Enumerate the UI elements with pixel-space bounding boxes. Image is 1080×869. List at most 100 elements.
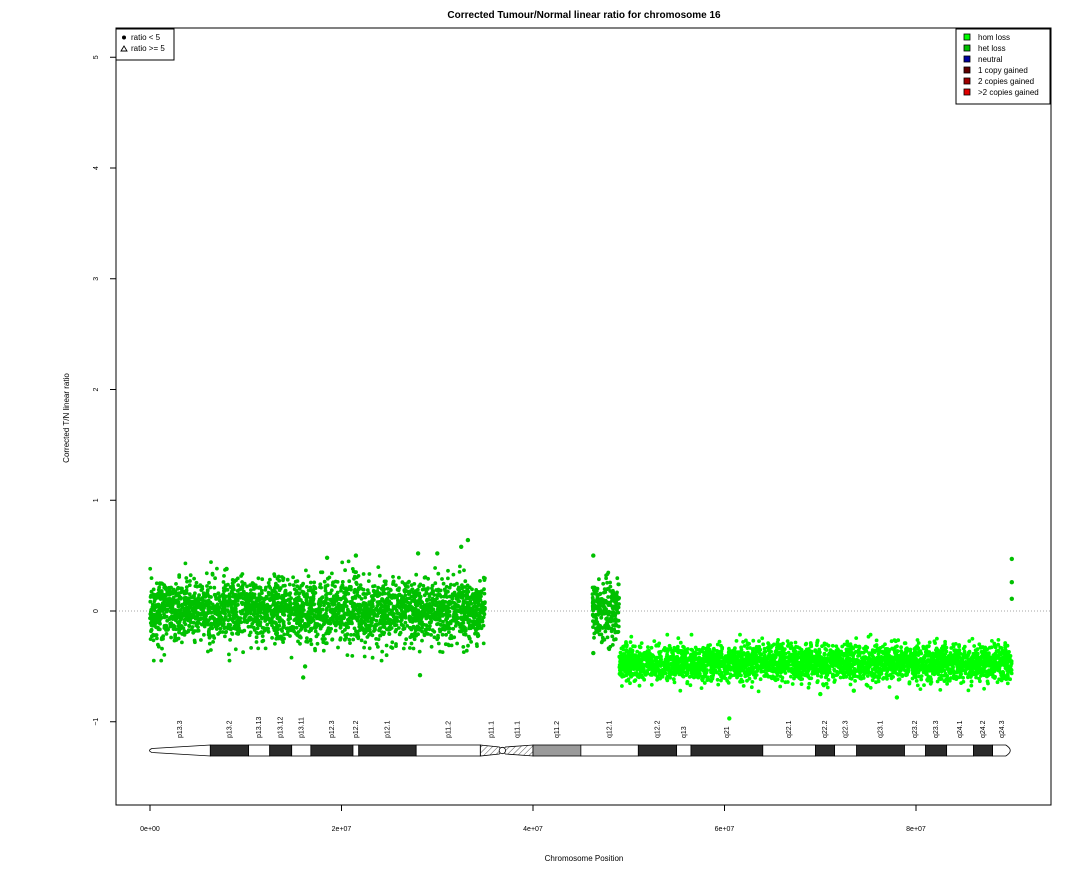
data-point <box>157 603 161 607</box>
data-point <box>310 642 314 646</box>
data-point <box>148 616 152 620</box>
data-point <box>352 602 356 606</box>
data-point <box>307 574 311 578</box>
data-point <box>440 608 444 612</box>
data-point <box>259 596 263 600</box>
data-point <box>397 588 401 592</box>
data-point <box>423 610 427 614</box>
data-point <box>372 618 376 622</box>
data-point <box>339 626 343 630</box>
data-point <box>468 613 472 617</box>
data-point <box>428 624 432 628</box>
data-point <box>1006 682 1010 686</box>
data-point <box>297 618 301 622</box>
data-point <box>600 633 604 637</box>
data-point <box>273 642 277 646</box>
data-point <box>277 575 281 579</box>
ideogram-band-label: p13.3 <box>177 720 184 738</box>
data-point <box>152 659 156 663</box>
data-point <box>601 604 605 608</box>
data-point <box>157 586 161 590</box>
data-point <box>245 602 249 606</box>
data-point <box>444 633 448 637</box>
data-point <box>600 597 604 601</box>
data-point <box>416 608 420 612</box>
data-point <box>776 638 780 642</box>
data-point <box>343 568 347 572</box>
data-point <box>208 595 212 599</box>
data-point <box>468 586 472 590</box>
data-point <box>794 641 798 645</box>
data-point <box>185 580 189 584</box>
data-point <box>420 622 424 626</box>
data-point <box>331 583 335 587</box>
data-point <box>267 581 271 585</box>
data-point <box>231 632 235 636</box>
data-point <box>236 599 240 603</box>
data-point <box>376 600 380 604</box>
data-point <box>482 611 486 615</box>
data-point <box>450 619 454 623</box>
data-point <box>450 606 454 610</box>
data-point <box>177 573 181 577</box>
plot-frame <box>116 28 1051 805</box>
data-point <box>318 614 322 618</box>
data-point <box>601 610 605 614</box>
data-point <box>421 588 425 592</box>
data-point <box>247 617 251 621</box>
data-point <box>826 686 830 690</box>
data-point <box>474 588 478 592</box>
data-point <box>453 611 457 615</box>
data-point <box>271 611 275 615</box>
data-point <box>591 601 595 605</box>
data-point <box>292 630 296 634</box>
data-point <box>608 619 612 623</box>
data-point <box>227 613 231 617</box>
data-point <box>436 593 440 597</box>
data-point <box>362 601 366 605</box>
data-point <box>376 645 380 649</box>
data-point <box>404 637 408 641</box>
ideogram-band-label: q11.2 <box>554 721 561 738</box>
ideogram-band-p13-2 <box>210 745 248 756</box>
data-point <box>431 584 435 588</box>
data-point <box>871 678 875 682</box>
data-point <box>823 653 827 657</box>
data-point <box>300 583 304 587</box>
data-point <box>406 585 410 589</box>
data-point <box>241 650 245 654</box>
data-point <box>153 608 157 612</box>
data-point <box>890 639 894 643</box>
data-point <box>322 603 326 607</box>
data-point <box>597 623 601 627</box>
data-point <box>610 629 614 633</box>
data-point <box>240 611 244 615</box>
data-point <box>368 572 372 576</box>
data-point <box>241 587 245 591</box>
data-point <box>332 594 336 598</box>
data-point <box>591 596 595 600</box>
data-point <box>185 631 189 635</box>
data-point <box>369 604 373 608</box>
data-point <box>191 625 195 629</box>
data-point <box>450 601 454 605</box>
data-point <box>603 638 607 642</box>
data-point <box>205 571 209 575</box>
data-point <box>431 628 435 632</box>
data-point <box>325 629 329 633</box>
data-point <box>213 576 217 580</box>
data-point <box>257 576 261 580</box>
data-point <box>177 631 181 635</box>
data-point <box>229 601 233 605</box>
data-point <box>462 568 466 572</box>
data-point <box>222 609 226 613</box>
data-point <box>194 584 198 588</box>
data-point <box>171 603 175 607</box>
data-point <box>274 626 278 630</box>
ideogram-band-p13-12 <box>270 745 292 756</box>
data-point <box>392 619 396 623</box>
data-point <box>273 621 277 625</box>
data-point <box>223 626 227 630</box>
data-point <box>325 641 329 645</box>
